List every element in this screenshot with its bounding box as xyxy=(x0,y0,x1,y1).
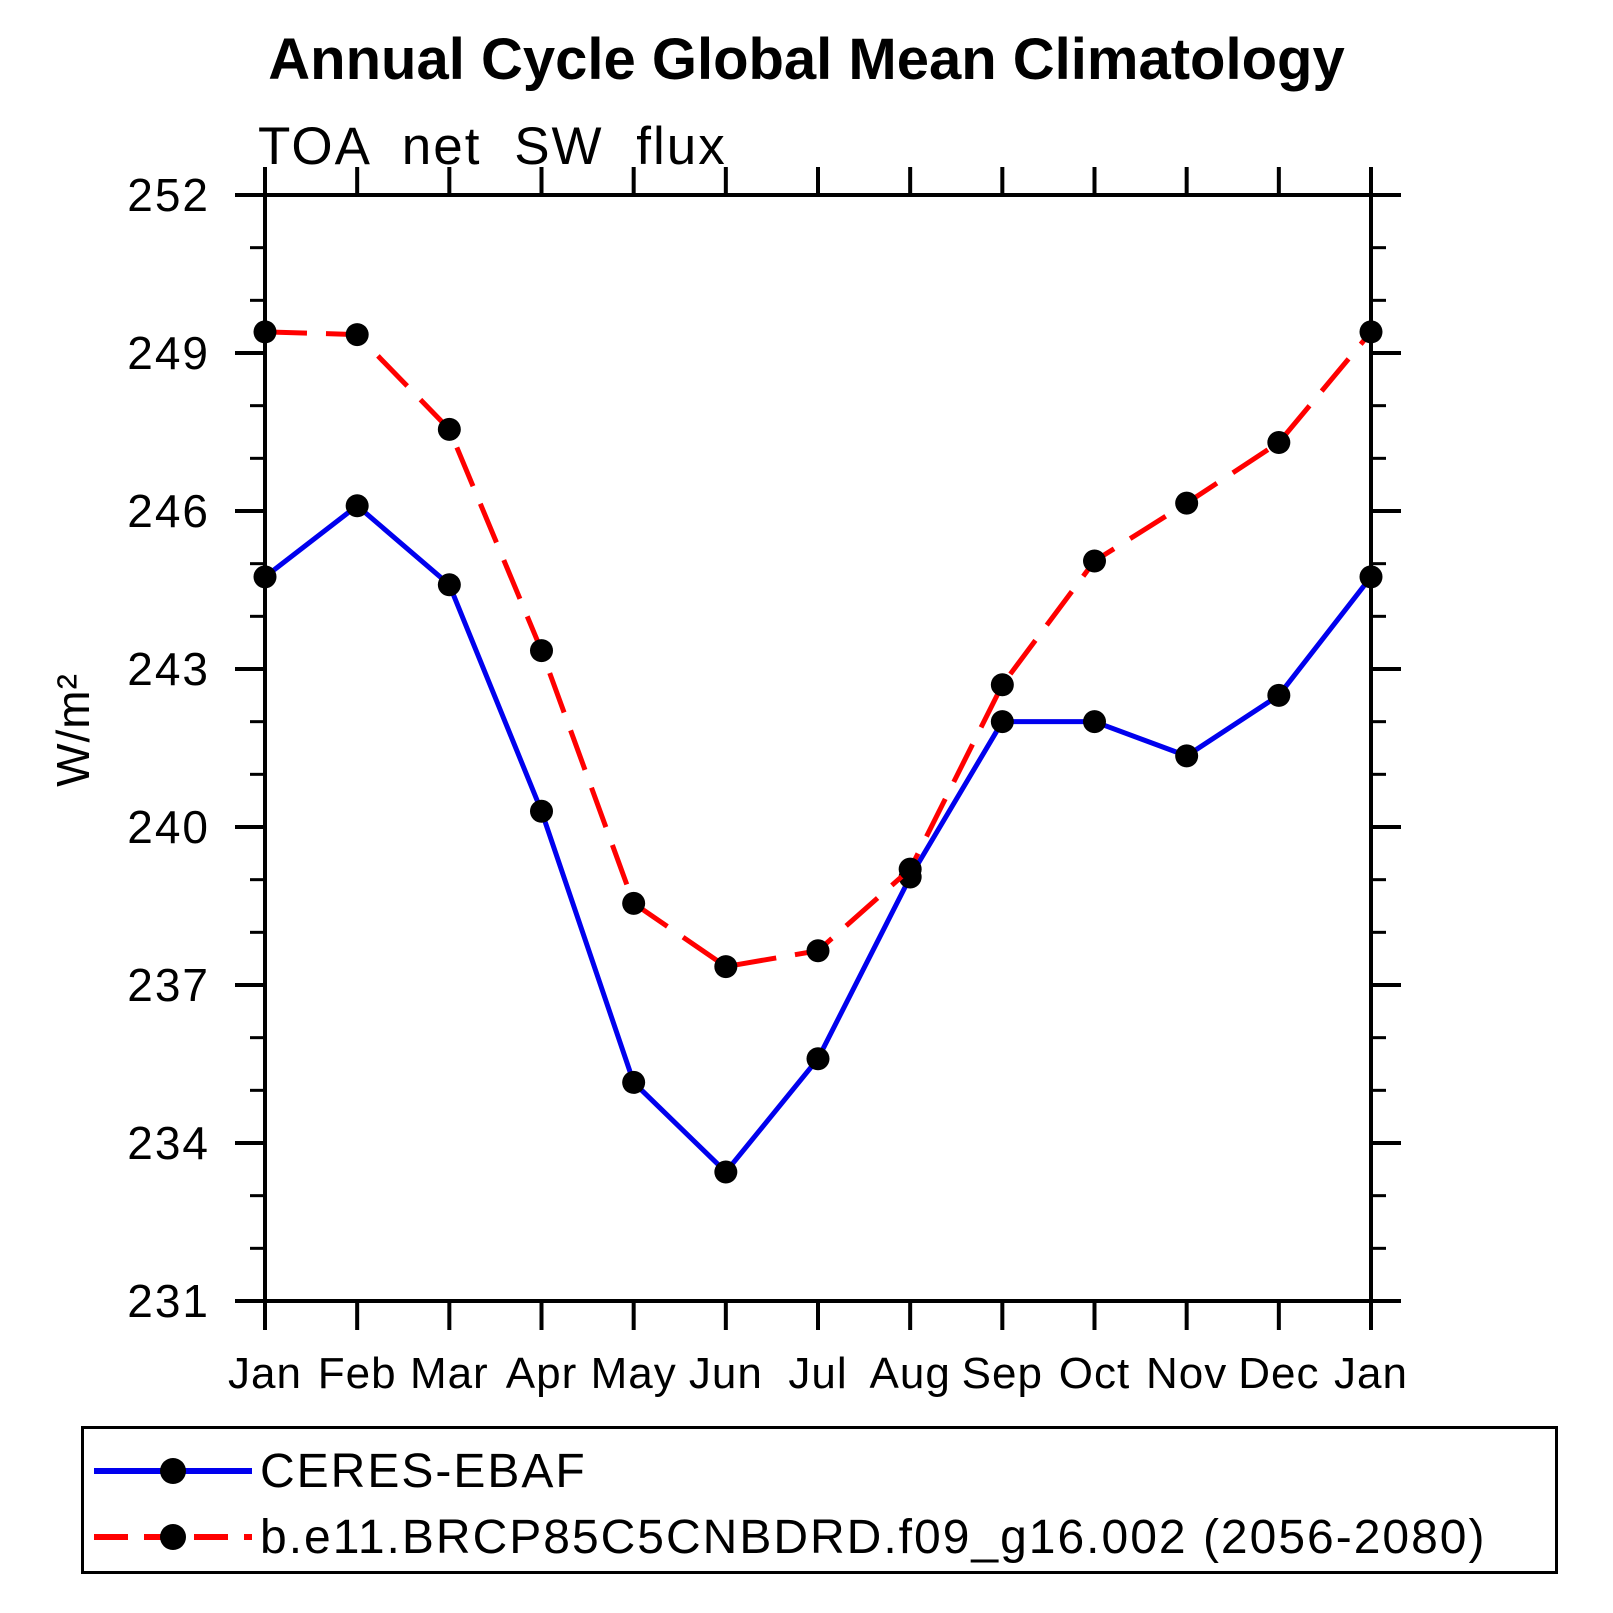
y-tick-label: 237 xyxy=(127,959,210,1011)
legend-swatch-dashed-line xyxy=(94,1524,252,1550)
x-tick-label: Jul xyxy=(788,1349,847,1398)
data-point-marker xyxy=(253,320,277,344)
y-tick-label: 243 xyxy=(127,643,210,695)
y-tick-label: 252 xyxy=(127,169,210,221)
data-point-marker xyxy=(714,1160,738,1184)
y-tick-label: 234 xyxy=(127,1117,210,1169)
x-tick-label: Aug xyxy=(870,1349,951,1398)
data-point-marker xyxy=(345,323,369,347)
data-point-marker xyxy=(530,639,553,663)
x-tick-label: Dec xyxy=(1238,1349,1319,1398)
y-tick-label: 246 xyxy=(127,485,210,537)
data-point-marker xyxy=(990,710,1014,734)
x-tick-label: May xyxy=(591,1349,677,1398)
legend-swatch-solid-line xyxy=(94,1458,252,1484)
data-point-marker xyxy=(1359,565,1383,589)
legend: CERES-EBAF b.e11.BRCP85C5CNBDRD.f09_g16.… xyxy=(81,1426,1558,1574)
data-point-marker xyxy=(1267,683,1291,707)
x-tick-label: Feb xyxy=(318,1349,397,1398)
x-tick-label: Sep xyxy=(962,1349,1043,1398)
data-point-marker xyxy=(530,799,553,823)
data-point-marker xyxy=(806,1047,830,1071)
x-tick-label: Jan xyxy=(228,1349,302,1398)
data-point-marker xyxy=(622,1070,646,1094)
chart-subtitle: TOA net SW flux xyxy=(258,117,727,176)
y-tick-label: 249 xyxy=(127,327,210,379)
legend-entry-model: b.e11.BRCP85C5CNBDRD.f09_g16.002 (2056-2… xyxy=(88,1509,1486,1565)
data-point-marker xyxy=(1083,710,1106,734)
x-tick-label: Jun xyxy=(689,1349,763,1398)
data-point-marker xyxy=(898,857,922,881)
x-tick-label: Mar xyxy=(410,1349,489,1398)
data-point-marker xyxy=(1175,744,1199,768)
legend-label-model: b.e11.BRCP85C5CNBDRD.f09_g16.002 (2056-2… xyxy=(260,1510,1487,1564)
data-point-marker xyxy=(437,573,461,597)
data-point-marker xyxy=(714,955,738,979)
data-point-marker xyxy=(345,494,369,518)
series-line-model xyxy=(264,329,1373,970)
y-tick-label: 240 xyxy=(127,801,210,853)
y-tick-label: 231 xyxy=(127,1275,210,1327)
data-point-marker xyxy=(990,673,1014,697)
x-tick-label: Nov xyxy=(1146,1349,1227,1398)
x-tick-label: Apr xyxy=(506,1349,577,1398)
series-line-ceres xyxy=(263,503,1373,1175)
legend-label-ceres: CERES-EBAF xyxy=(260,1444,587,1498)
data-point-marker xyxy=(253,565,277,589)
data-point-marker xyxy=(806,939,830,963)
data-point-marker xyxy=(437,417,461,441)
legend-marker-dot xyxy=(160,1524,186,1550)
data-point-marker xyxy=(1359,320,1383,344)
data-point-marker xyxy=(1083,549,1106,573)
legend-entry-ceres: CERES-EBAF xyxy=(88,1443,587,1499)
data-point-marker xyxy=(1175,491,1199,515)
chart-title: Annual Cycle Global Mean Climatology xyxy=(268,27,1345,92)
data-point-marker xyxy=(1267,431,1291,455)
x-tick-label: Oct xyxy=(1059,1349,1130,1398)
data-point-marker xyxy=(622,891,646,915)
legend-marker-dot xyxy=(160,1458,186,1484)
x-tick-label: Jan xyxy=(1334,1349,1408,1398)
